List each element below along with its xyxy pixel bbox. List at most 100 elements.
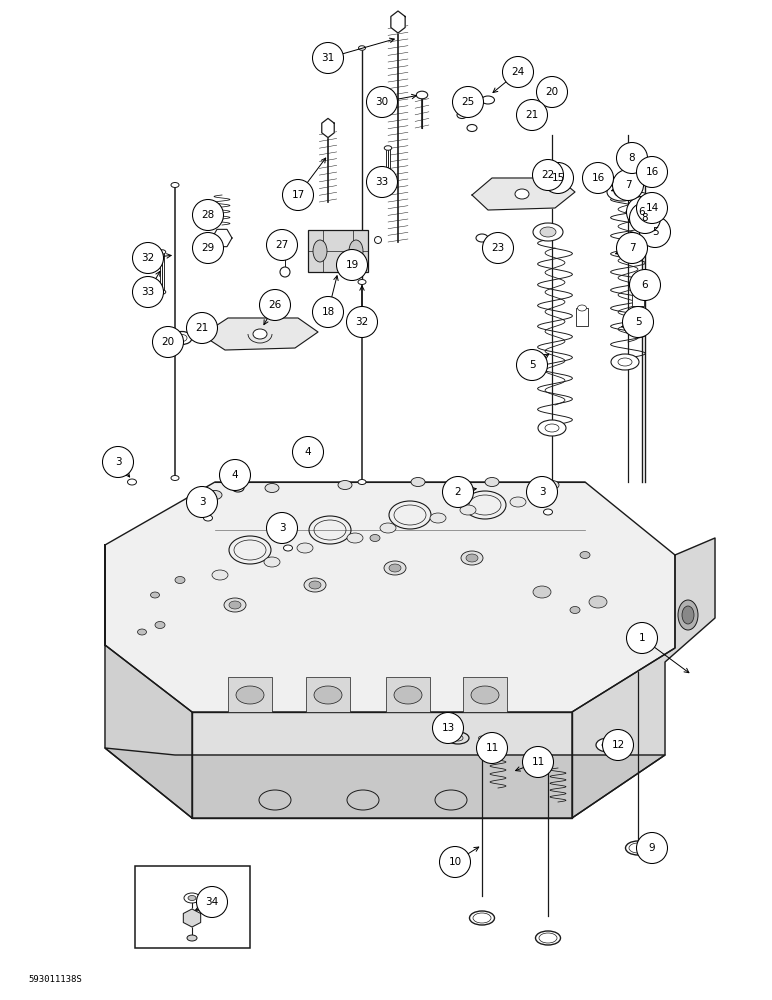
Polygon shape [212,229,232,247]
Polygon shape [572,538,715,818]
Ellipse shape [533,586,551,598]
Ellipse shape [280,267,290,277]
Ellipse shape [538,420,566,436]
Text: 24: 24 [511,67,525,77]
Ellipse shape [384,176,391,180]
Text: 31: 31 [321,53,334,63]
Circle shape [133,276,164,308]
Circle shape [639,217,671,247]
Circle shape [293,436,323,468]
Circle shape [103,446,134,478]
Text: 7: 7 [628,243,635,253]
Text: 30: 30 [375,97,388,107]
Text: 5: 5 [652,227,659,237]
Ellipse shape [515,189,529,199]
Text: 25: 25 [462,97,475,107]
Ellipse shape [570,606,580,613]
Text: 12: 12 [611,740,625,750]
Ellipse shape [347,533,363,543]
Ellipse shape [596,738,620,752]
Ellipse shape [540,227,556,237]
Bar [308,230,368,272]
Text: 5: 5 [635,317,642,327]
Text: 18: 18 [321,307,334,317]
Text: 19: 19 [345,260,359,270]
Circle shape [527,477,557,508]
Ellipse shape [678,600,698,630]
Polygon shape [105,545,192,818]
Ellipse shape [389,564,401,572]
Ellipse shape [394,686,422,704]
Ellipse shape [313,240,327,262]
Text: 4: 4 [305,447,311,457]
Circle shape [439,846,470,878]
Text: 34: 34 [205,897,218,907]
Ellipse shape [127,479,137,485]
Ellipse shape [264,557,280,567]
Ellipse shape [212,570,228,580]
Text: 27: 27 [276,240,289,250]
Bar [228,677,272,712]
Circle shape [337,249,367,280]
Circle shape [266,230,297,260]
Ellipse shape [171,182,179,188]
Ellipse shape [416,91,428,99]
Text: 2: 2 [455,487,462,497]
Text: 28: 28 [201,210,215,220]
Text: 20: 20 [546,87,559,97]
Ellipse shape [467,124,477,131]
Ellipse shape [299,458,311,466]
Polygon shape [183,909,201,927]
Circle shape [523,746,554,778]
Text: 15: 15 [551,173,564,183]
Ellipse shape [158,250,166,254]
Text: 7: 7 [625,180,631,190]
Ellipse shape [265,484,279,492]
Ellipse shape [314,686,342,704]
Bar [306,677,350,712]
Polygon shape [202,318,318,350]
Circle shape [266,512,297,544]
Ellipse shape [208,490,222,499]
Ellipse shape [547,175,557,181]
Text: 21: 21 [195,323,208,333]
Circle shape [617,142,648,174]
Text: 14: 14 [645,203,659,213]
Text: 29: 29 [201,243,215,253]
Ellipse shape [297,543,313,553]
Ellipse shape [184,893,200,903]
Ellipse shape [172,332,192,344]
Ellipse shape [526,110,539,119]
Circle shape [482,232,513,263]
Text: 16: 16 [591,173,604,183]
Ellipse shape [358,480,366,485]
Ellipse shape [482,96,495,104]
Ellipse shape [358,279,366,284]
Text: 33: 33 [141,287,154,297]
Circle shape [583,162,614,193]
Text: 9: 9 [648,843,655,853]
Ellipse shape [545,481,559,489]
Circle shape [259,290,290,320]
Ellipse shape [204,515,212,521]
Text: 1: 1 [638,633,645,643]
Circle shape [636,192,668,224]
Circle shape [197,886,228,918]
Circle shape [636,156,668,188]
Ellipse shape [259,790,291,810]
Text: 593011138S: 593011138S [28,975,82,984]
Bar [463,677,507,712]
Ellipse shape [476,234,488,242]
Circle shape [187,487,218,518]
Text: 4: 4 [232,470,239,480]
Ellipse shape [589,596,607,608]
Circle shape [313,296,344,328]
Text: 8: 8 [642,213,648,223]
Ellipse shape [542,86,562,99]
Text: 20: 20 [161,337,174,347]
Circle shape [192,200,224,231]
Text: 10: 10 [449,857,462,867]
Ellipse shape [155,621,165,629]
Ellipse shape [461,551,483,565]
Text: 22: 22 [541,170,554,180]
